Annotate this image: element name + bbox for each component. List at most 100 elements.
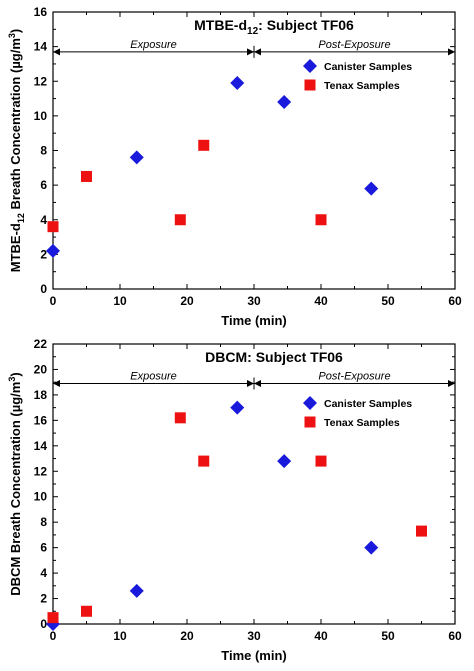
y-axis-label-part: ) [8, 29, 23, 33]
y-tick-label: 12 [34, 464, 48, 478]
x-tick-label: 20 [180, 629, 194, 643]
y-axis-label-superscript: 3 [7, 377, 17, 382]
y-tick-label: 18 [34, 388, 48, 402]
data-point [364, 181, 379, 196]
y-axis-label-superscript: 3 [7, 33, 17, 38]
x-tick-label: 60 [448, 294, 462, 308]
annotation-label: Post-Exposure [318, 39, 390, 51]
annotation-label: Exposure [130, 370, 176, 382]
legend-label: Canister Samples [324, 398, 412, 410]
x-tick-label: 40 [314, 294, 328, 308]
y-axis-label: MTBE-d12 Breath Concentration (µg/m3) [7, 29, 26, 273]
legend-marker [303, 396, 317, 410]
x-tick-label: 0 [50, 294, 57, 308]
data-point [46, 243, 60, 258]
y-tick-label: 12 [34, 74, 48, 88]
x-axis-label: Time (min) [221, 313, 287, 328]
chart-title-subscript: 12 [247, 26, 259, 37]
chart-title-main: DBCM: Subject TF06 [205, 349, 343, 365]
data-point [277, 95, 292, 110]
chart-title-main: MTBE-d [194, 17, 247, 33]
y-tick-label: 16 [34, 5, 48, 19]
chart-title: MTBE-d12: Subject TF06 [194, 17, 354, 37]
data-point [129, 150, 144, 165]
y-tick-label: 8 [40, 515, 47, 529]
y-tick-label: 6 [40, 541, 47, 555]
data-point [315, 455, 327, 467]
x-tick-label: 30 [247, 629, 261, 643]
data-point [129, 583, 144, 598]
y-tick-label: 2 [40, 247, 47, 261]
data-point [364, 540, 379, 555]
data-point [47, 221, 59, 233]
annotation-label: Exposure [130, 39, 176, 51]
y-tick-label: 20 [34, 362, 48, 376]
x-tick-label: 40 [314, 629, 328, 643]
annotation-arrowhead-left [254, 48, 261, 56]
y-tick-label: 6 [40, 178, 47, 192]
data-point [198, 139, 210, 151]
legend-label: Canister Samples [324, 61, 412, 73]
chart-title-rest: : Subject TF06 [258, 17, 354, 33]
y-axis-label-part: DBCM Breath Concentration (µg/m [8, 382, 23, 596]
x-tick-label: 20 [180, 294, 194, 308]
x-tick-label: 10 [113, 294, 127, 308]
legend-marker [304, 416, 316, 428]
y-axis-label-subscript: 12 [16, 213, 26, 223]
y-axis-label: DBCM Breath Concentration (µg/m3) [7, 372, 23, 595]
chart-title: DBCM: Subject TF06 [205, 349, 343, 365]
y-tick-label: 10 [34, 490, 48, 504]
annotation-arrowhead-right [448, 379, 455, 387]
annotation-arrowhead-right [247, 48, 254, 56]
data-point [230, 400, 245, 415]
y-tick-label: 10 [34, 109, 48, 123]
y-tick-label: 4 [40, 213, 47, 227]
data-point [174, 412, 186, 424]
annotation-label: Post-Exposure [318, 370, 390, 382]
y-tick-label: 22 [34, 337, 48, 351]
y-tick-label: 8 [40, 144, 47, 158]
data-point [81, 605, 92, 617]
y-axis-label-part: ) [8, 372, 23, 376]
x-tick-label: 10 [113, 629, 127, 643]
y-tick-label: 2 [40, 592, 47, 606]
data-point [81, 170, 92, 182]
x-tick-label: 0 [50, 629, 57, 643]
legend-marker [303, 59, 317, 73]
x-tick-label: 50 [381, 294, 395, 308]
series-tenax [47, 139, 327, 233]
series-canister [46, 400, 379, 631]
data-point [174, 214, 186, 226]
legend-marker [304, 79, 316, 91]
y-tick-label: 0 [40, 282, 47, 296]
data-point [277, 454, 292, 469]
x-tick-label: 30 [247, 294, 261, 308]
y-axis-label-part: MTBE-d [8, 223, 23, 272]
y-tick-label: 0 [40, 617, 47, 631]
legend-label: Tenax Samples [324, 417, 400, 429]
annotation-arrowhead-right [247, 379, 254, 387]
data-point [315, 214, 327, 226]
series-canister [46, 75, 379, 258]
x-tick-label: 50 [381, 629, 395, 643]
y-tick-label: 16 [34, 413, 48, 427]
annotation-arrowhead-right [448, 48, 455, 56]
y-axis-label-part: Breath Concentration (µg/m [8, 38, 23, 213]
data-point [47, 612, 59, 624]
x-tick-label: 60 [448, 629, 462, 643]
series-tenax [47, 412, 427, 624]
y-tick-label: 4 [40, 566, 47, 580]
data-point [416, 525, 427, 537]
legend-label: Tenax Samples [324, 80, 400, 92]
chart-panel-2: 0 10 20 30 40 50 60 0 2 4 6 8 10 12 14 16 18 20 22 DBCM: Su… [7, 337, 462, 663]
annotation-arrowhead-left [53, 379, 60, 387]
annotation-arrowhead-left [53, 48, 60, 56]
x-axis-label: Time (min) [221, 648, 287, 663]
data-point [230, 75, 245, 90]
y-tick-label: 14 [34, 40, 48, 54]
annotation-arrowhead-left [254, 379, 261, 387]
y-tick-label: 14 [34, 439, 48, 453]
data-point [198, 455, 210, 467]
